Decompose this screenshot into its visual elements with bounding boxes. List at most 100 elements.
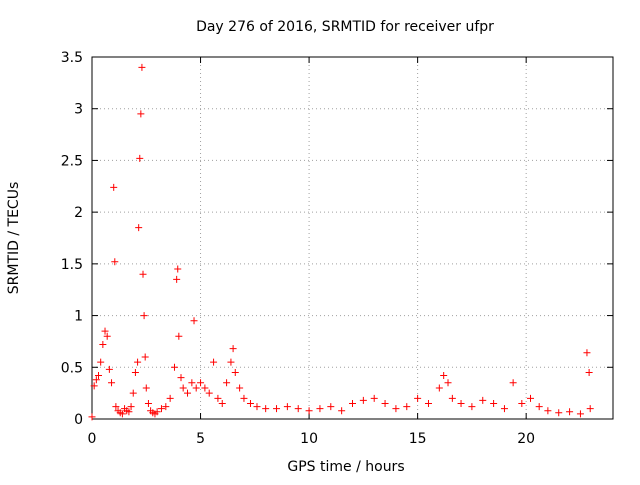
data-point: [127, 403, 135, 411]
data-point: [173, 275, 181, 283]
data-point: [435, 384, 443, 392]
data-point: [110, 183, 118, 191]
data-point: [108, 379, 116, 387]
y-axis-label: SRMTID / TECUs: [6, 182, 22, 295]
plot-frame: [91, 56, 614, 420]
data-point: [500, 405, 508, 413]
data-point: [101, 327, 109, 335]
data-point: [129, 389, 137, 397]
data-point: [162, 403, 170, 411]
data-point: [576, 410, 584, 418]
data-point: [585, 368, 593, 376]
data-point: [490, 399, 498, 407]
data-point: [403, 403, 411, 411]
data-point: [440, 372, 448, 380]
data-point: [136, 154, 144, 162]
data-point: [190, 317, 198, 325]
tick-layer: 0 0.5 1 1.5 2 2.5 3 3.5 0 5 10 15 20: [61, 50, 613, 447]
data-point: [509, 379, 517, 387]
x-tick-label: 0: [88, 431, 97, 447]
data-point: [316, 405, 324, 413]
data-point: [111, 258, 119, 266]
x-tick-label: 5: [196, 431, 205, 447]
data-point: [201, 384, 209, 392]
data-point: [349, 399, 356, 407]
data-point: [166, 394, 174, 402]
data-point: [414, 394, 422, 402]
data-point: [566, 408, 574, 416]
data-point: [131, 368, 139, 376]
data-point: [125, 408, 133, 416]
y-tick-label: 1.5: [61, 257, 83, 273]
data-point: [544, 407, 552, 415]
data-point: [188, 379, 196, 387]
data-point: [184, 389, 192, 397]
data-point: [273, 405, 281, 413]
data-point: [392, 405, 400, 413]
y-tick-label: 0.5: [61, 360, 83, 376]
data-point: [227, 358, 235, 366]
data-point: [179, 384, 187, 392]
data-point: [95, 372, 103, 380]
chart-title: Day 276 of 2016, SRMTID for receiver ufp…: [196, 19, 494, 35]
data-point: [153, 408, 161, 416]
data-point: [229, 345, 237, 353]
y-tick-label: 3.5: [61, 50, 83, 66]
data-point: [99, 341, 107, 349]
data-point: [327, 403, 335, 411]
x-tick-label: 20: [517, 431, 535, 447]
x-tick-label: 15: [409, 431, 427, 447]
data-point: [157, 405, 165, 413]
data-point: [236, 384, 244, 392]
data-point: [92, 376, 100, 384]
data-point: [118, 410, 126, 418]
data-point: [370, 394, 378, 402]
data-point: [555, 409, 563, 417]
data-point: [135, 224, 143, 232]
data-point: [144, 399, 152, 407]
data-point: [457, 399, 465, 407]
data-point: [174, 265, 182, 273]
data-point: [448, 394, 456, 402]
data-point: [283, 403, 291, 411]
data-point: [105, 365, 113, 373]
data-point: [240, 394, 248, 402]
data-point: [223, 379, 231, 387]
x-axis-label: GPS time / hours: [287, 459, 404, 475]
data-point: [134, 358, 142, 366]
data-point: [424, 399, 432, 407]
data-point: [214, 394, 222, 402]
data-point: [262, 405, 270, 413]
points-layer: [88, 63, 594, 421]
data-point: [583, 349, 591, 357]
data-point: [90, 382, 98, 390]
data-point: [535, 403, 543, 411]
data-point: [170, 363, 178, 371]
data-point: [177, 374, 185, 382]
data-point: [142, 384, 150, 392]
data-point: [305, 407, 313, 415]
data-point: [205, 389, 213, 397]
data-point: [192, 384, 200, 392]
data-point: [210, 358, 218, 366]
data-point: [444, 379, 452, 387]
data-point: [518, 399, 526, 407]
data-point: [112, 403, 120, 411]
data-point: [175, 332, 183, 340]
data-point: [246, 399, 254, 407]
data-point: [338, 407, 346, 415]
y-tick-label: 2: [74, 205, 83, 221]
data-point: [137, 110, 145, 118]
data-point: [197, 379, 205, 387]
data-point: [253, 403, 261, 411]
data-point: [140, 312, 148, 320]
data-point: [586, 405, 594, 413]
y-tick-label: 3: [74, 102, 83, 118]
data-point: [139, 270, 147, 278]
y-tick-label: 0: [74, 412, 83, 428]
y-tick-label: 2.5: [61, 153, 83, 169]
x-tick-label: 10: [300, 431, 318, 447]
data-point: [138, 63, 146, 71]
data-point: [294, 405, 302, 413]
